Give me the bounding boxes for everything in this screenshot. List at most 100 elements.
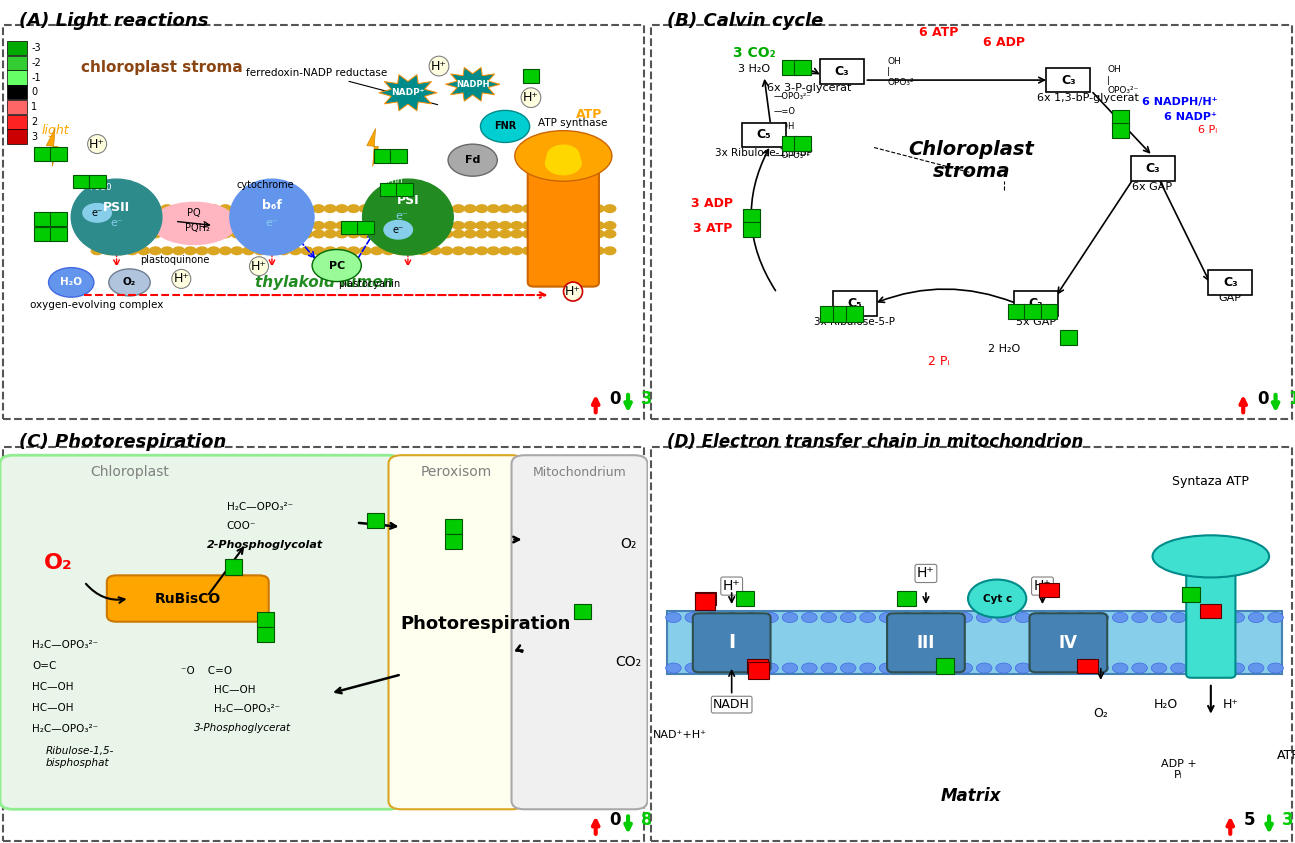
Circle shape (899, 612, 914, 622)
Circle shape (1132, 612, 1147, 622)
Circle shape (763, 663, 778, 673)
FancyBboxPatch shape (49, 212, 67, 226)
Circle shape (149, 222, 161, 229)
Circle shape (196, 222, 207, 229)
Text: chloroplast stroma: chloroplast stroma (82, 60, 242, 75)
Circle shape (557, 222, 569, 229)
Circle shape (1015, 612, 1031, 622)
Circle shape (534, 205, 545, 212)
Circle shape (1015, 663, 1031, 673)
Text: Ribulose-1,5-
bisphosphat: Ribulose-1,5- bisphosphat (45, 746, 114, 768)
Circle shape (879, 612, 895, 622)
Circle shape (452, 230, 464, 238)
Circle shape (452, 222, 464, 229)
Circle shape (499, 230, 510, 238)
Circle shape (1112, 663, 1128, 673)
FancyBboxPatch shape (0, 455, 401, 809)
Circle shape (104, 247, 114, 255)
Circle shape (557, 247, 569, 255)
Text: I: I (728, 633, 736, 652)
FancyBboxPatch shape (1111, 110, 1128, 126)
Circle shape (704, 663, 720, 673)
Circle shape (91, 222, 104, 229)
Text: 6 ADP: 6 ADP (983, 36, 1024, 50)
Circle shape (440, 247, 452, 255)
Text: 3: 3 (31, 132, 38, 142)
Circle shape (429, 205, 440, 212)
FancyBboxPatch shape (225, 559, 242, 575)
Circle shape (1248, 663, 1264, 673)
Circle shape (918, 612, 934, 622)
Circle shape (860, 663, 875, 673)
Circle shape (499, 247, 510, 255)
Text: C₃: C₃ (1028, 297, 1044, 310)
Circle shape (104, 230, 114, 238)
Circle shape (149, 205, 161, 212)
Circle shape (312, 247, 324, 255)
Text: -1: -1 (31, 72, 40, 83)
Text: Matrix: Matrix (941, 787, 1001, 805)
Circle shape (335, 205, 347, 212)
Circle shape (1035, 612, 1050, 622)
Circle shape (685, 612, 701, 622)
Circle shape (207, 205, 219, 212)
Circle shape (603, 222, 615, 229)
Circle shape (174, 230, 184, 238)
Circle shape (475, 247, 487, 255)
Circle shape (382, 222, 394, 229)
Circle shape (510, 247, 522, 255)
FancyBboxPatch shape (1200, 604, 1221, 618)
Circle shape (957, 612, 973, 622)
FancyBboxPatch shape (512, 455, 648, 809)
Text: 2 Pᵢ: 2 Pᵢ (929, 355, 949, 368)
Text: Mitochondrium: Mitochondrium (532, 466, 627, 480)
Circle shape (1151, 663, 1167, 673)
Text: 3x Ribulose-1,5-bP: 3x Ribulose-1,5-bP (715, 148, 813, 158)
Circle shape (126, 222, 137, 229)
FancyBboxPatch shape (49, 147, 67, 160)
Circle shape (394, 205, 405, 212)
Circle shape (300, 230, 312, 238)
Circle shape (417, 247, 429, 255)
FancyBboxPatch shape (742, 122, 786, 147)
Circle shape (289, 247, 300, 255)
Text: CO₂: CO₂ (615, 655, 641, 669)
Text: O₂: O₂ (620, 537, 636, 551)
Text: 2-Phosphoglycolat: 2-Phosphoglycolat (207, 540, 324, 550)
FancyBboxPatch shape (1046, 67, 1090, 92)
Circle shape (545, 247, 557, 255)
Circle shape (347, 247, 359, 255)
Circle shape (417, 222, 429, 229)
Text: 12: 12 (1289, 389, 1295, 408)
Text: GAP: GAP (1219, 293, 1242, 303)
FancyBboxPatch shape (1186, 566, 1235, 678)
Polygon shape (366, 128, 378, 166)
Circle shape (300, 222, 312, 229)
Circle shape (592, 205, 603, 212)
FancyBboxPatch shape (8, 85, 26, 99)
Circle shape (161, 247, 172, 255)
FancyBboxPatch shape (667, 611, 1282, 674)
Circle shape (534, 247, 545, 255)
Text: C₃: C₃ (834, 65, 850, 78)
FancyBboxPatch shape (821, 307, 837, 321)
Text: 1: 1 (31, 102, 38, 112)
Circle shape (1210, 612, 1225, 622)
Text: 3-Phosphoglycerat: 3-Phosphoglycerat (194, 723, 291, 733)
Circle shape (289, 205, 300, 212)
Circle shape (464, 230, 475, 238)
Circle shape (840, 612, 856, 622)
Circle shape (114, 205, 126, 212)
Text: HC—OH: HC—OH (32, 703, 74, 713)
Circle shape (569, 222, 580, 229)
Circle shape (370, 222, 382, 229)
Text: NADH: NADH (714, 698, 750, 711)
Text: – ferredoxin: – ferredoxin (524, 153, 581, 162)
Text: P700: P700 (381, 179, 403, 187)
Text: PSII: PSII (104, 201, 130, 214)
Circle shape (405, 230, 417, 238)
Text: 6x 1,3-bP-glycerat: 6x 1,3-bP-glycerat (1037, 94, 1138, 103)
Circle shape (603, 205, 615, 212)
Circle shape (91, 230, 104, 238)
Circle shape (196, 230, 207, 238)
